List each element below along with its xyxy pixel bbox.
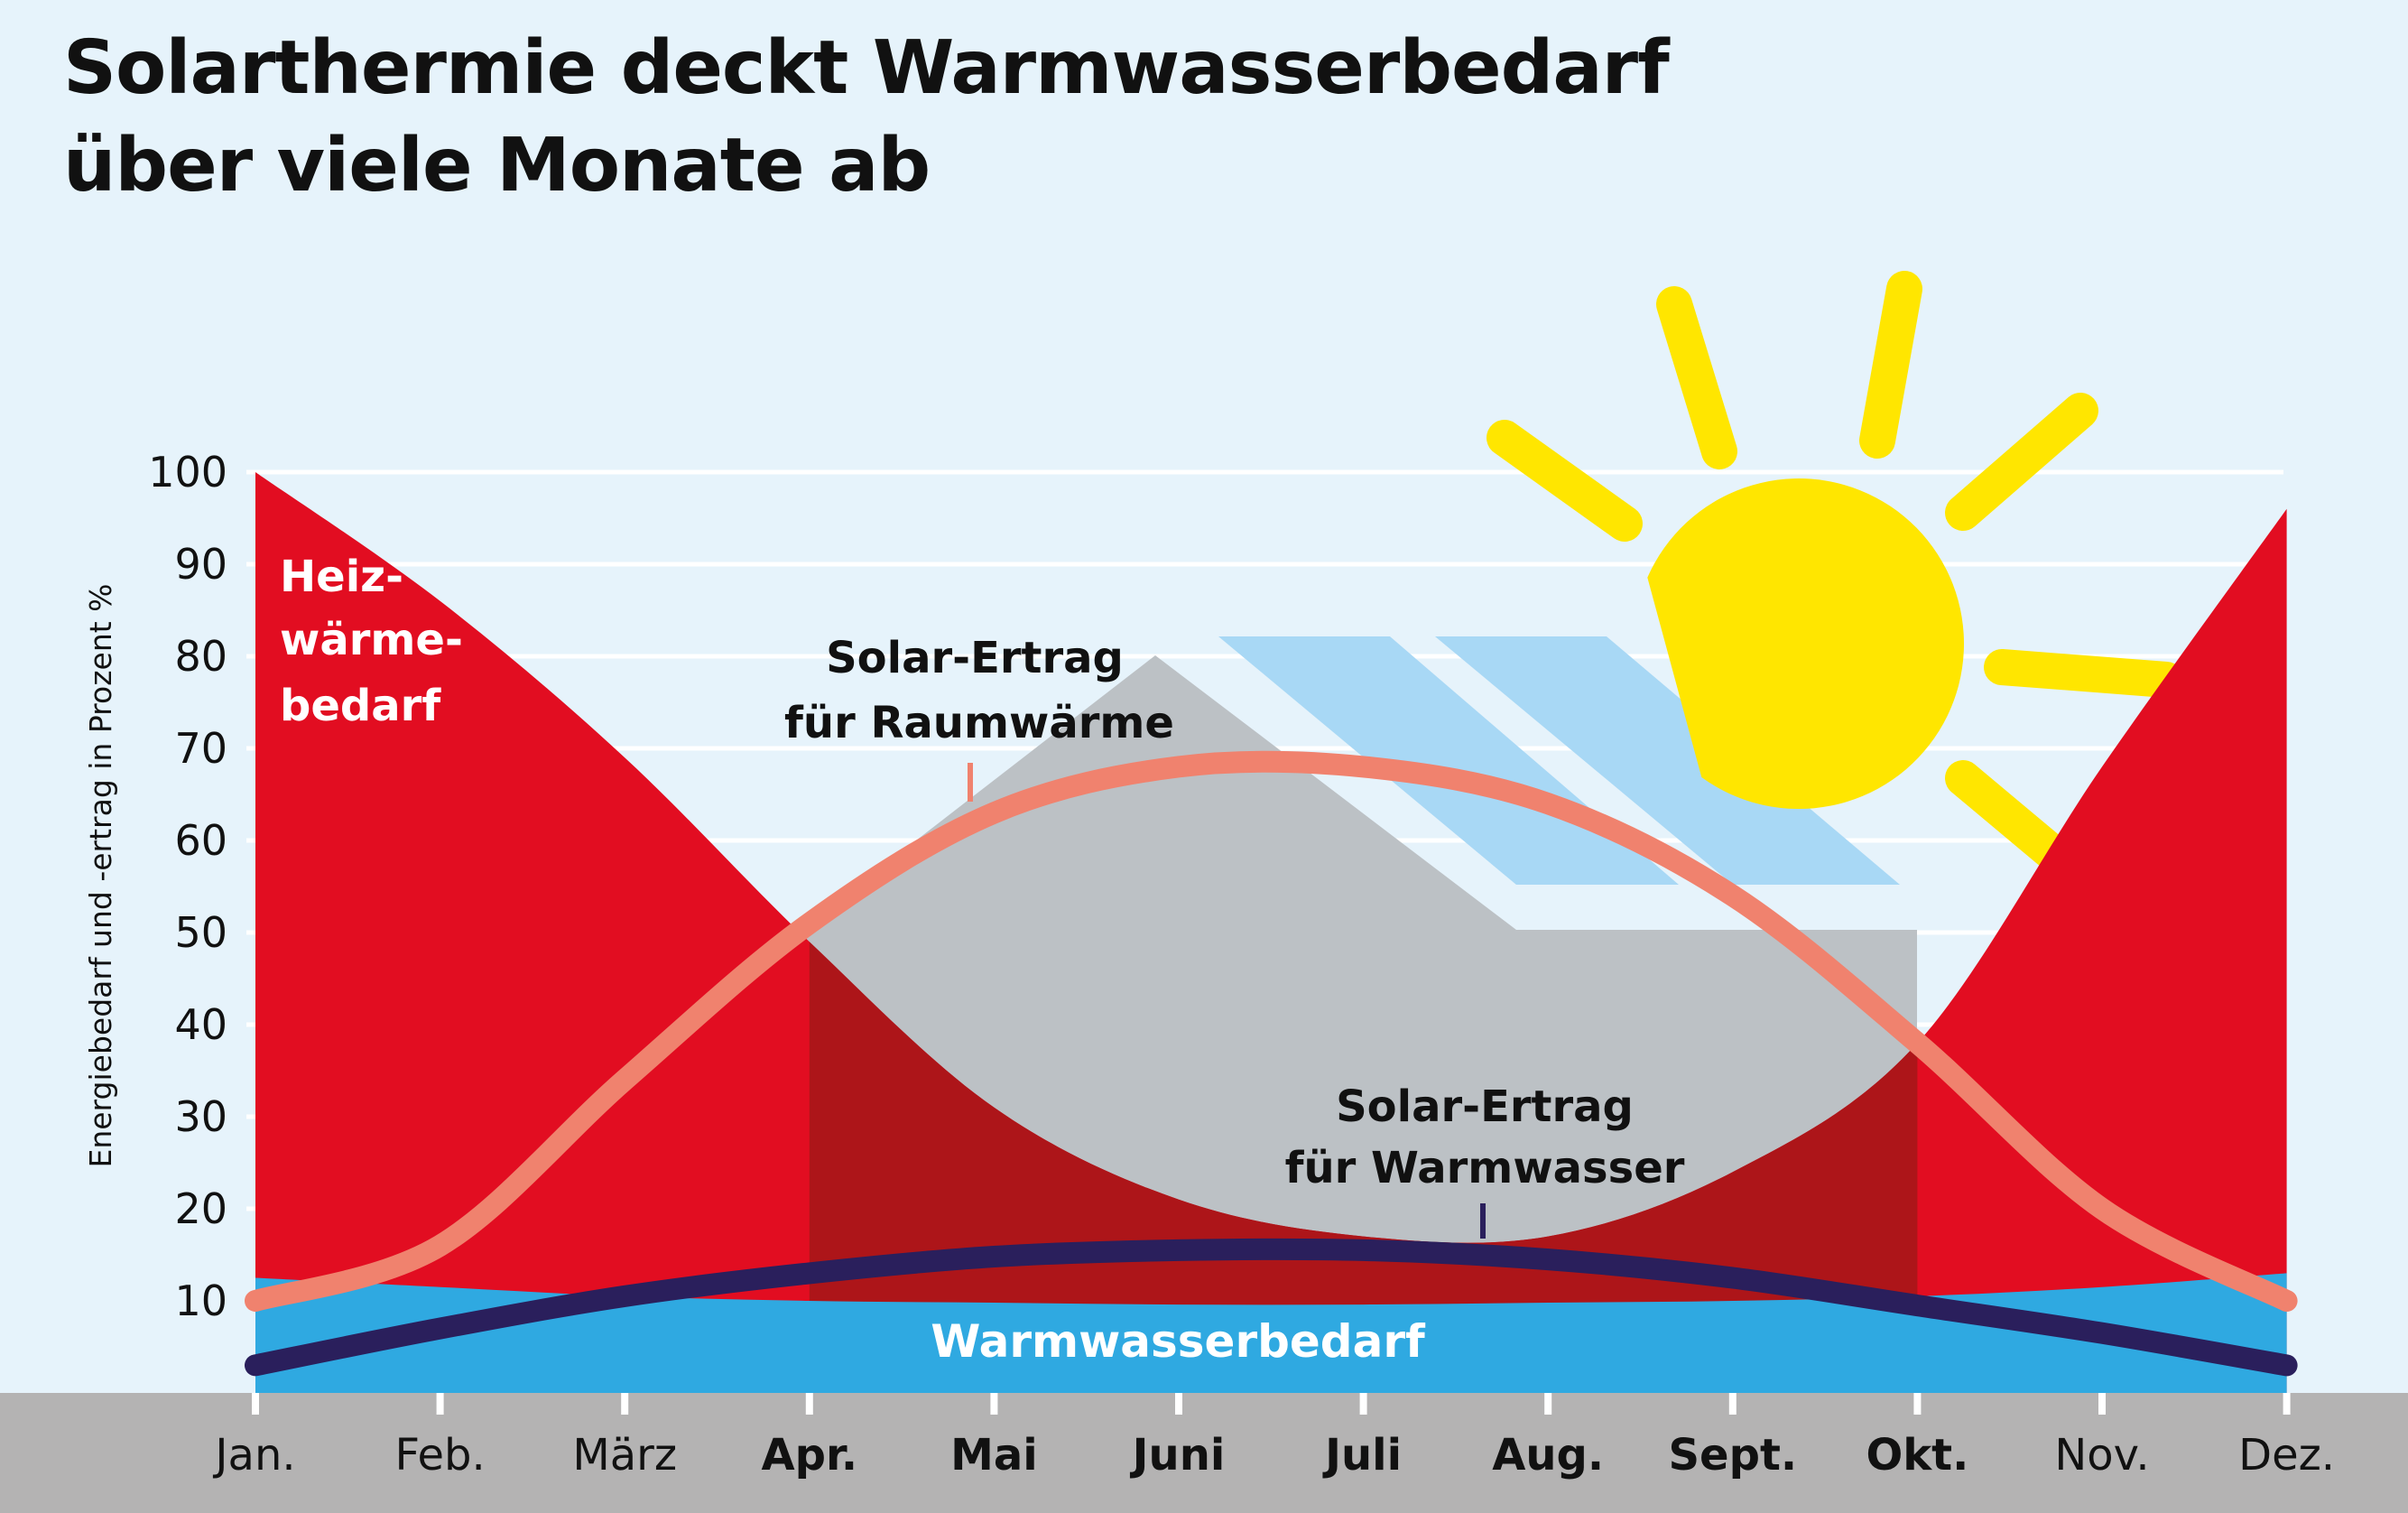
x-tick-label: Apr. [762,1430,858,1481]
solar-warmwasser-label-line-2: für Warmwasser [1285,1143,1685,1193]
x-tick-label: Mai [950,1430,1038,1481]
warmwasserbedarf-area [255,1273,2287,1393]
y-tick-label: 20 [174,1184,227,1233]
x-tick [621,1393,629,1415]
solar-raumwaerme-label-line-1: Solar-Ertrag [826,633,1124,683]
x-tick [2098,1393,2106,1415]
sun-icon [1486,271,2184,898]
house-icon [801,655,1917,1268]
x-tick [1359,1393,1367,1415]
y-tick-label: 40 [174,1000,227,1049]
x-tick [1913,1393,1922,1415]
x-tick-label: Feb. [394,1430,485,1481]
y-tick-label: 60 [174,816,227,865]
house-roof [801,655,1917,1268]
y-tick-label: 90 [174,540,227,589]
x-tick-label: Juli [1322,1430,1402,1481]
heizwaerme-label-line-2: wärme- [280,615,463,665]
solar-ertrag-warmwasser-line [245,1238,2298,1377]
x-tick [2283,1393,2291,1415]
heizwaermebedarf-label: Heiz- wärme- bedarf [280,552,463,731]
y-tick-label: 100 [148,448,227,497]
solar-panel-left [1218,636,1679,885]
sun-disc [1647,478,1965,810]
x-axis-band [0,1393,2408,1513]
heizwaerme-label-line-1: Heiz- [280,552,403,602]
solar-raumwaerme-label-line-2: für Raumwärme [784,698,1174,748]
x-tick [436,1393,444,1415]
sun-ray [1945,393,2098,531]
x-tick-label: März [572,1430,677,1481]
x-tick-label: Nov. [2054,1430,2149,1481]
sun-ray [1486,420,1643,542]
x-tick-label: Aug. [1492,1430,1604,1481]
y-tick-label: 70 [174,724,227,773]
x-tick-label: Okt. [1866,1430,1968,1481]
x-tick-label: Sept. [1668,1430,1797,1481]
page-title: Solarthermie deckt Warmwasserbedarf über… [63,20,1670,215]
sun-ray [1859,271,1922,459]
y-tick-label: 30 [174,1092,227,1141]
x-tick [1544,1393,1552,1415]
y-tick-label: 80 [174,632,227,681]
solar-raumwaerme-label: Solar-Ertrag für Raumwärme [784,633,1174,748]
solar-panel-right [1435,636,1900,885]
x-tick-label: Jan. [212,1430,295,1481]
x-tick [1175,1393,1182,1415]
solar-warmwasser-label-line-1: Solar-Ertrag [1336,1081,1634,1132]
solar-panel-icon [1218,636,1900,885]
heizwaerme-label-line-3: bedarf [280,681,441,731]
x-tick [805,1393,813,1415]
heizwaermebedarf-covered-area [809,942,1918,1393]
x-tick-label: Dez. [2238,1430,2335,1481]
x-tick [252,1393,259,1415]
warmwasserbedarf-label: Warmwasserbedarf [931,1315,1426,1368]
page-title-line-2: über viele Monate ab [63,123,931,209]
x-tick-label: Juni [1130,1430,1226,1481]
x-axis: Jan. Feb. März Apr. Mai Juni Juli Aug. Sept. Okt.… [212,1393,2335,1481]
sun-ray [1656,286,1737,469]
y-axis-label: Energiebedarf und -ertrag in Prozent % [83,583,118,1167]
y-tick-label: 10 [174,1276,227,1325]
page-title-line-1: Solarthermie deckt Warmwasserbedarf [63,25,1670,111]
solar-warmwasser-label: Solar-Ertrag für Warmwasser [1285,1081,1685,1193]
sun-rays [1486,271,2184,898]
y-axis: 10 20 30 40 50 60 70 80 90 100 [148,448,227,1325]
x-tick [990,1393,998,1415]
x-tick [1728,1393,1737,1415]
sun-ray [1984,649,2184,698]
solar-ertrag-raumwaerme-line [245,750,2298,1312]
y-tick-label: 50 [174,908,227,957]
